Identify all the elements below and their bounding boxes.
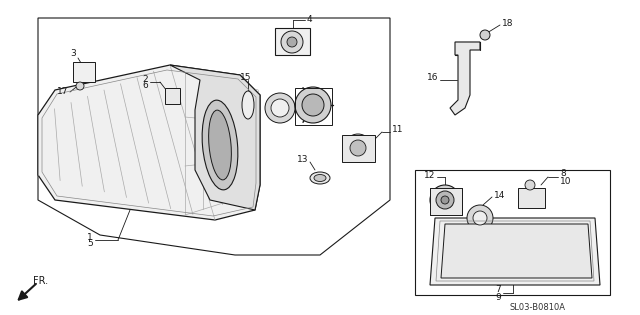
Text: 14: 14: [494, 191, 506, 199]
Circle shape: [302, 94, 324, 116]
Polygon shape: [165, 88, 180, 104]
Text: 18: 18: [502, 19, 513, 27]
Polygon shape: [441, 224, 592, 278]
Ellipse shape: [242, 91, 254, 119]
Text: 1: 1: [87, 232, 93, 242]
Polygon shape: [275, 28, 310, 55]
Text: FR.: FR.: [33, 276, 48, 286]
Text: 11: 11: [392, 125, 403, 135]
Text: 3: 3: [70, 49, 76, 59]
Ellipse shape: [202, 100, 238, 190]
Text: 10: 10: [560, 176, 572, 186]
Ellipse shape: [314, 175, 326, 181]
Text: SL03-B0810A: SL03-B0810A: [510, 302, 566, 312]
Text: 13: 13: [296, 154, 308, 163]
Circle shape: [436, 191, 454, 209]
Text: 17: 17: [56, 88, 68, 96]
Circle shape: [271, 99, 289, 117]
Circle shape: [430, 185, 460, 215]
Text: 2: 2: [142, 75, 148, 83]
Circle shape: [350, 140, 366, 156]
Circle shape: [473, 211, 487, 225]
Polygon shape: [73, 62, 95, 82]
Text: 9: 9: [495, 293, 501, 301]
Text: 5: 5: [87, 239, 93, 249]
Circle shape: [467, 205, 493, 231]
Circle shape: [441, 196, 449, 204]
Ellipse shape: [209, 110, 232, 180]
Circle shape: [76, 82, 84, 90]
Circle shape: [344, 134, 372, 162]
Text: 8: 8: [560, 169, 566, 179]
Circle shape: [295, 87, 331, 123]
Text: 4: 4: [307, 14, 312, 24]
Polygon shape: [170, 65, 260, 210]
Circle shape: [525, 180, 535, 190]
Circle shape: [265, 93, 295, 123]
Polygon shape: [342, 135, 375, 162]
Ellipse shape: [310, 172, 330, 184]
Text: 16: 16: [426, 73, 438, 83]
Circle shape: [480, 30, 490, 40]
Polygon shape: [450, 42, 480, 115]
Circle shape: [287, 37, 297, 47]
Text: 15: 15: [240, 72, 252, 82]
Text: 7: 7: [495, 285, 501, 295]
Polygon shape: [518, 188, 545, 208]
Circle shape: [281, 31, 303, 53]
Text: 6: 6: [142, 82, 148, 90]
Polygon shape: [38, 65, 260, 220]
Polygon shape: [430, 218, 600, 285]
Polygon shape: [430, 188, 462, 215]
Text: 12: 12: [424, 170, 435, 180]
